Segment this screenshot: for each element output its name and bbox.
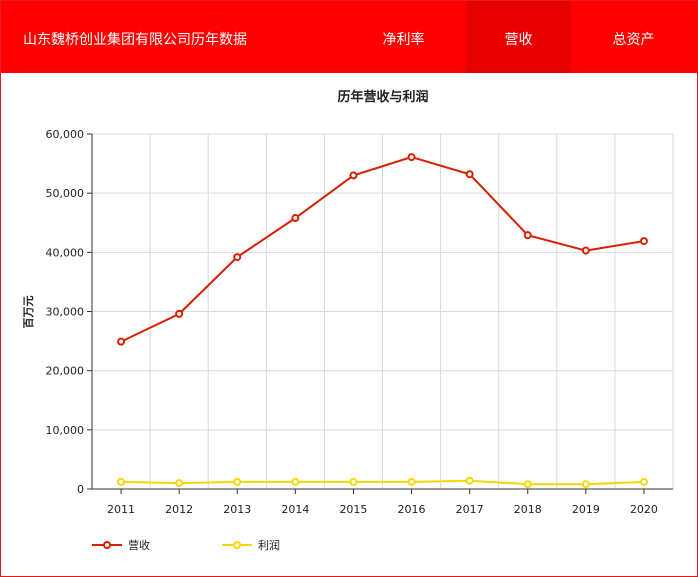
axes: 0 10,000 20,000 30,000 40,000 50,000 60,000 201…: [46, 128, 673, 516]
series-line: [121, 479, 644, 486]
data-point: [291, 214, 300, 223]
data-point: [349, 477, 358, 486]
x-tick-label: 2011: [107, 503, 135, 516]
header-bar: 山东魏桥创业集团有限公司历年数据 净利率 营收 总资产: [1, 1, 697, 73]
data-point: [233, 253, 242, 262]
data-point: [175, 479, 184, 488]
data-point: [117, 337, 126, 346]
data-point: [407, 477, 416, 486]
y-tick-label: 50,000: [46, 187, 85, 200]
data-point: [465, 170, 474, 179]
data-point: [349, 171, 358, 180]
data-point: [233, 477, 242, 486]
x-tick-label: 2018: [514, 503, 542, 516]
legend-profit-label: 利润: [258, 539, 280, 552]
x-tick-label: 2014: [281, 503, 309, 516]
data-point: [117, 477, 126, 486]
x-tick-label: 2016: [398, 503, 426, 516]
y-axis-label: 百万元: [22, 296, 35, 329]
y-tick-label: 30,000: [46, 306, 85, 319]
legend-revenue-label: 营收: [128, 539, 150, 552]
legend-revenue-swatch: [92, 541, 122, 549]
x-tick-label: 2013: [223, 503, 251, 516]
x-tick-label: 2019: [572, 503, 600, 516]
legend-item-revenue[interactable]: 营收: [92, 537, 150, 553]
data-point: [581, 480, 590, 489]
data-point: [407, 153, 416, 162]
y-tick-label: 60,000: [46, 128, 85, 141]
y-tick-label: 10,000: [46, 424, 85, 437]
x-tick-label: 2015: [339, 503, 367, 516]
x-tick-label: 2017: [456, 503, 484, 516]
tab-net-margin[interactable]: 净利率: [382, 32, 425, 48]
legend-profit-swatch: [222, 541, 252, 549]
y-tick-label: 20,000: [46, 365, 85, 378]
data-point: [291, 477, 300, 486]
x-tick-label: 2012: [165, 503, 193, 516]
data-point: [639, 237, 648, 246]
data-point: [639, 477, 648, 486]
data-point: [523, 480, 532, 489]
series-line: [120, 156, 645, 343]
y-tick-label: 0: [77, 483, 84, 496]
tab-total-assets[interactable]: 总资产: [612, 32, 655, 48]
data-point: [523, 231, 532, 240]
series-layer: [117, 153, 648, 489]
data-point: [465, 476, 474, 485]
series-1: [117, 476, 648, 489]
data-point: [581, 246, 590, 255]
app-title: 山东魏桥创业集团有限公司历年数据: [23, 32, 247, 48]
x-tick-label: 2020: [630, 503, 658, 516]
series-0: [117, 153, 648, 346]
tab-revenue[interactable]: 营收: [466, 1, 571, 73]
chart-title: 历年营收与利润: [337, 89, 428, 105]
legend-item-profit[interactable]: 利润: [222, 537, 280, 553]
data-point: [175, 309, 184, 318]
y-tick-label: 40,000: [46, 246, 85, 259]
